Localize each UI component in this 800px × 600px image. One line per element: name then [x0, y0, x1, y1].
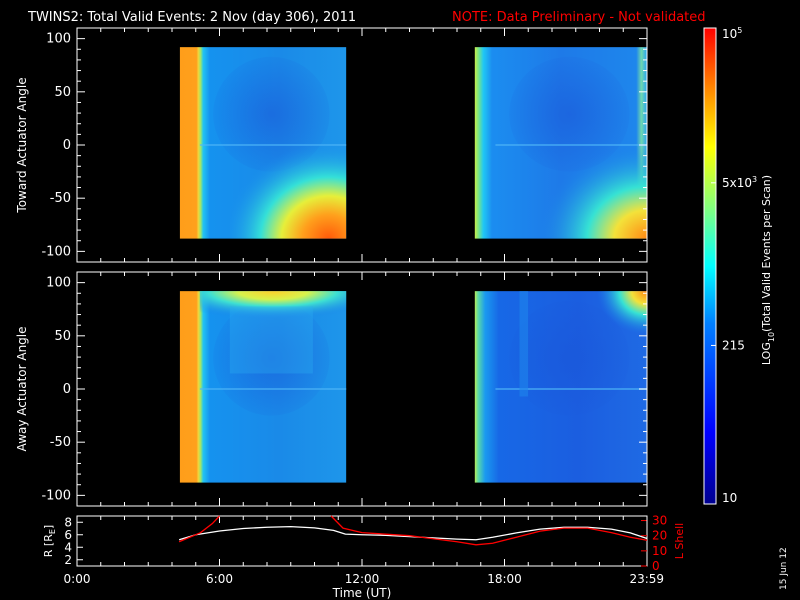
y-tick-label: -100 [41, 244, 71, 259]
zero-angle-stripe [495, 388, 647, 390]
y-tick-label-right: 0 [652, 559, 660, 573]
low-count-region [213, 300, 330, 416]
y-tick-label-right: 10 [652, 544, 667, 558]
zero-angle-stripe [199, 388, 347, 390]
colorbar-label: LOG10(Total Valid Events per Scan) [760, 175, 776, 365]
preliminary-note: NOTE: Data Preliminary - Not validated [452, 10, 706, 25]
y-tick-label: 0 [63, 382, 71, 397]
mid-count-region [229, 306, 313, 374]
y-tick-label: -50 [50, 435, 71, 450]
colorbar-tick-label: 215 [722, 338, 745, 352]
high-count-region [199, 291, 347, 326]
y-tick-label: -100 [41, 488, 71, 503]
y-tick-label-right: 20 [652, 529, 667, 543]
plot-title: TWINS2: Total Valid Events: 2 Nov (day 3… [27, 10, 356, 25]
y-tick-label: 100 [46, 276, 71, 291]
y-axis-label: Toward Actuator Angle [15, 77, 29, 213]
y-axis-label-left: R [RE] [42, 525, 57, 557]
y-tick-label: 50 [54, 85, 71, 100]
lshell-series-line [330, 515, 648, 546]
axis-away: 100 50 0 -50 -100 Away Actuator Angle [15, 271, 648, 507]
scan-stripe [519, 291, 529, 397]
high-count-region [229, 133, 347, 239]
x-tick-label: 18:00 [487, 572, 522, 586]
lshell-series-line [178, 515, 220, 543]
x-tick-label: 0:00 [64, 572, 91, 586]
colorbar-tick-label: 10 [722, 491, 737, 505]
y-axis-label: Away Actuator Angle [15, 326, 29, 451]
heatmap-block-away-1 [179, 291, 347, 483]
y-tick-label: -50 [50, 191, 71, 206]
x-axis-label: Time (UT) [332, 586, 392, 600]
colorbar: 10 215 5x103 105 LOG10(Total Valid Events p… [703, 26, 776, 505]
date-stamp: 15 Jun 12 [779, 547, 789, 590]
axis-frame [76, 515, 648, 567]
heatmap-block-toward-1 [179, 47, 347, 239]
x-tick-label: 12:00 [345, 572, 380, 586]
y-tick-label: 100 [46, 32, 71, 47]
y-tick-label-left: 6 [64, 528, 72, 542]
heatmap-block-toward-2 [474, 47, 647, 239]
high-count-region [591, 291, 647, 340]
y-tick-label-left: 2 [64, 553, 72, 567]
radius-series-line [178, 525, 648, 541]
y-axis-label-right: L Shell [673, 523, 686, 559]
y-tick-label: 50 [54, 329, 71, 344]
axis-toward: 100 50 0 -50 -100 Toward Actuator Angle [15, 27, 648, 263]
y-tick-label: 0 [63, 138, 71, 153]
colorbar-tick-label: 105 [722, 26, 742, 41]
colorbar-tick-label: 5x103 [722, 175, 757, 190]
y-tick-label-left: 8 [64, 515, 72, 529]
x-tick-label: 23:59 [629, 572, 664, 586]
y-tick-label-left: 4 [64, 540, 72, 554]
y-tick-label-right: 30 [652, 514, 667, 528]
colorbar-scale [703, 27, 717, 505]
x-tick-label: 6:00 [206, 572, 233, 586]
high-count-region [526, 133, 647, 239]
heatmap-block-away-2 [474, 291, 647, 483]
